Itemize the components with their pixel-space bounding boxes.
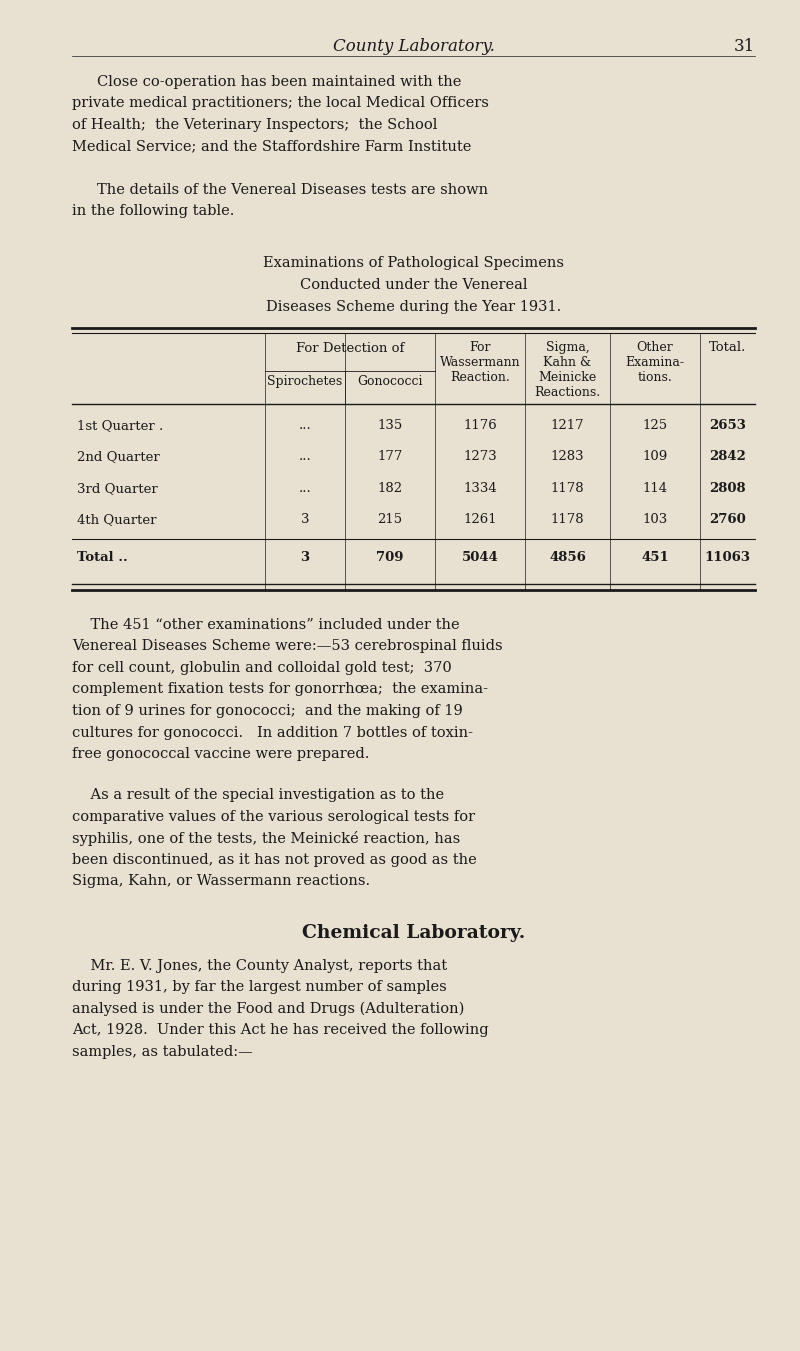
Text: 1273: 1273 xyxy=(463,450,497,463)
Text: Venereal Diseases Scheme were:—53 cerebrospinal fluids: Venereal Diseases Scheme were:—53 cerebr… xyxy=(72,639,502,654)
Text: of Health;  the Veterinary Inspectors;  the School: of Health; the Veterinary Inspectors; th… xyxy=(72,118,438,132)
Text: analysed is under the Food and Drugs (Adulteration): analysed is under the Food and Drugs (Ad… xyxy=(72,1002,464,1016)
Text: 182: 182 xyxy=(378,482,402,494)
Text: 2808: 2808 xyxy=(709,482,746,494)
Text: Mr. E. V. Jones, the County Analyst, reports that: Mr. E. V. Jones, the County Analyst, rep… xyxy=(72,959,447,973)
Text: cultures for gonococci.   In addition 7 bottles of toxin-: cultures for gonococci. In addition 7 bo… xyxy=(72,725,473,739)
Text: The details of the Venereal Diseases tests are shown: The details of the Venereal Diseases tes… xyxy=(97,182,488,197)
Text: 2653: 2653 xyxy=(709,419,746,432)
Text: As a result of the special investigation as to the: As a result of the special investigation… xyxy=(72,789,444,802)
Text: been discontinued, as it has not proved as good as the: been discontinued, as it has not proved … xyxy=(72,852,477,867)
Text: 11063: 11063 xyxy=(705,551,750,563)
Text: complement fixation tests for gonorrhœa;  the examina-: complement fixation tests for gonorrhœa;… xyxy=(72,682,488,697)
Text: Total ..: Total .. xyxy=(77,551,128,563)
Text: Conducted under the Venereal: Conducted under the Venereal xyxy=(300,278,527,292)
Text: 177: 177 xyxy=(378,450,402,463)
Text: 3: 3 xyxy=(301,551,310,563)
Text: Gonococci: Gonococci xyxy=(358,376,422,388)
Text: Diseases Scheme during the Year 1931.: Diseases Scheme during the Year 1931. xyxy=(266,300,561,313)
Text: samples, as tabulated:—: samples, as tabulated:— xyxy=(72,1046,253,1059)
Text: Sigma, Kahn, or Wassermann reactions.: Sigma, Kahn, or Wassermann reactions. xyxy=(72,874,370,889)
Text: For Detection of: For Detection of xyxy=(296,342,404,355)
Text: 109: 109 xyxy=(642,450,668,463)
Text: 1217: 1217 xyxy=(550,419,584,432)
Text: ...: ... xyxy=(298,450,311,463)
Text: For
Wassermann
Reaction.: For Wassermann Reaction. xyxy=(440,340,520,384)
Text: tion of 9 urines for gonococci;  and the making of 19: tion of 9 urines for gonococci; and the … xyxy=(72,704,462,717)
Text: 1178: 1178 xyxy=(550,482,584,494)
Text: 1334: 1334 xyxy=(463,482,497,494)
Text: during 1931, by far the largest number of samples: during 1931, by far the largest number o… xyxy=(72,981,446,994)
Text: 3: 3 xyxy=(301,513,310,527)
Text: 5044: 5044 xyxy=(462,551,498,563)
Text: Act, 1928.  Under this Act he has received the following: Act, 1928. Under this Act he has receive… xyxy=(72,1024,489,1038)
Text: comparative values of the various serological tests for: comparative values of the various serolo… xyxy=(72,811,475,824)
Text: 2760: 2760 xyxy=(709,513,746,527)
Text: Total.: Total. xyxy=(709,340,746,354)
Text: Close co-operation has been maintained with the: Close co-operation has been maintained w… xyxy=(97,76,462,89)
Text: for cell count, globulin and colloidal gold test;  370: for cell count, globulin and colloidal g… xyxy=(72,661,452,676)
Text: 1261: 1261 xyxy=(463,513,497,527)
Text: 1178: 1178 xyxy=(550,513,584,527)
Text: Chemical Laboratory.: Chemical Laboratory. xyxy=(302,924,525,942)
Text: 451: 451 xyxy=(641,551,669,563)
Text: 135: 135 xyxy=(378,419,402,432)
Text: 103: 103 xyxy=(642,513,668,527)
Text: 114: 114 xyxy=(642,482,667,494)
Text: 1st Quarter .: 1st Quarter . xyxy=(77,419,163,432)
Text: County Laboratory.: County Laboratory. xyxy=(333,38,494,55)
Text: in the following table.: in the following table. xyxy=(72,204,234,219)
Text: syphilis, one of the tests, the Meinické reaction, has: syphilis, one of the tests, the Meinicke… xyxy=(72,831,460,847)
Text: 4856: 4856 xyxy=(549,551,586,563)
Text: Other
Examina-
tions.: Other Examina- tions. xyxy=(626,340,685,384)
Text: 125: 125 xyxy=(642,419,667,432)
Text: Spirochetes: Spirochetes xyxy=(267,376,342,388)
Text: 1176: 1176 xyxy=(463,419,497,432)
Text: 31: 31 xyxy=(734,38,755,55)
Text: 2842: 2842 xyxy=(709,450,746,463)
Text: free gonococcal vaccine were prepared.: free gonococcal vaccine were prepared. xyxy=(72,747,370,761)
Text: The 451 “other examinations” included under the: The 451 “other examinations” included un… xyxy=(72,617,460,632)
Text: Examinations of Pathological Specimens: Examinations of Pathological Specimens xyxy=(263,255,564,270)
Text: 3rd Quarter: 3rd Quarter xyxy=(77,482,158,494)
Text: ...: ... xyxy=(298,482,311,494)
Text: 709: 709 xyxy=(376,551,404,563)
Text: ...: ... xyxy=(298,419,311,432)
Text: private medical practitioners; the local Medical Officers: private medical practitioners; the local… xyxy=(72,96,489,111)
Text: 1283: 1283 xyxy=(550,450,584,463)
Text: 215: 215 xyxy=(378,513,402,527)
Text: Sigma,
Kahn &
Meinicke
Reactions.: Sigma, Kahn & Meinicke Reactions. xyxy=(534,340,601,399)
Text: 2nd Quarter: 2nd Quarter xyxy=(77,450,160,463)
Text: 4th Quarter: 4th Quarter xyxy=(77,513,157,527)
Text: Medical Service; and the Staffordshire Farm Institute: Medical Service; and the Staffordshire F… xyxy=(72,139,471,154)
